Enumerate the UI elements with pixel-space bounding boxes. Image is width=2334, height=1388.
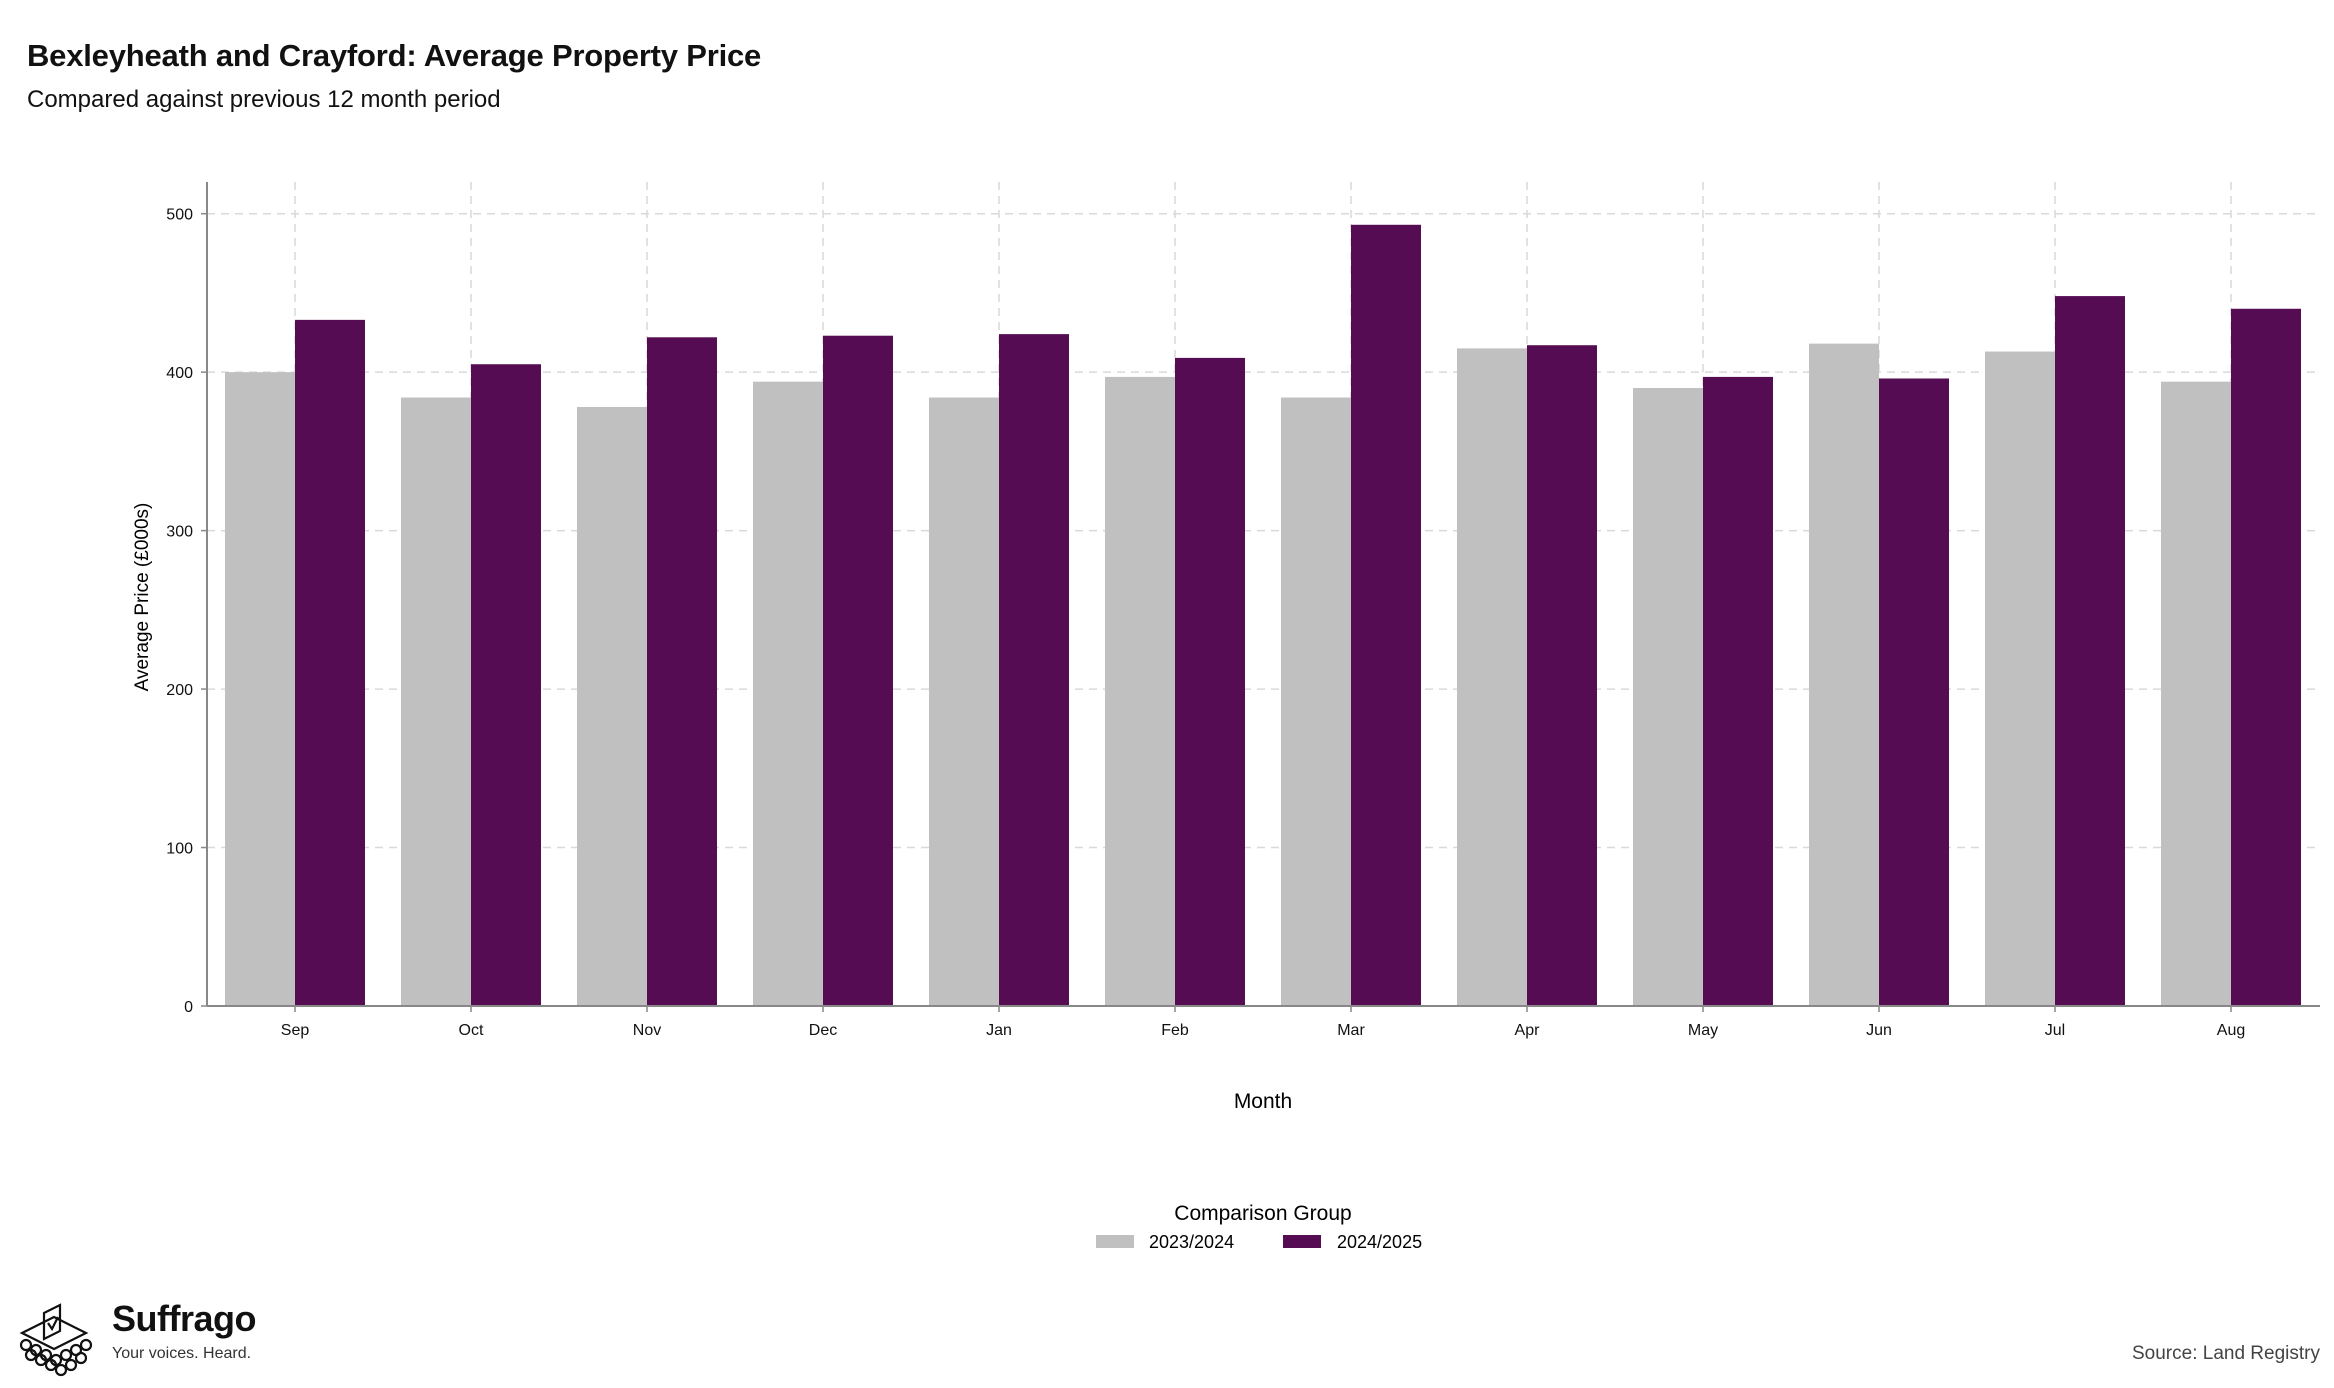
bar-2023-2024-nov	[577, 407, 647, 1006]
y-tick-label: 0	[184, 999, 193, 1016]
x-tick-label: May	[1688, 1022, 1718, 1039]
y-tick-label: 200	[166, 682, 193, 699]
y-tick-label: 500	[166, 207, 193, 224]
legend-swatch-2024-2025	[1283, 1235, 1321, 1248]
ballot-box-logo-icon	[19, 1303, 93, 1377]
bar-2024-2025-mar	[1351, 224, 1421, 1007]
bar-2024-2025-apr	[1527, 345, 1597, 1006]
bar-2023-2024-sep	[225, 372, 295, 1007]
x-tick-label: Nov	[633, 1022, 661, 1039]
bar-2024-2025-dec	[823, 335, 893, 1006]
x-tick-label: Dec	[809, 1022, 837, 1039]
bar-2024-2025-jul	[2055, 296, 2125, 1007]
bar-chart: 0 100 200 300 400 500 Sep Oct Nov Dec Jan Feb Mar Ap…	[132, 182, 2320, 1252]
chart-subtitle: Compared against previous 12 month perio…	[27, 86, 501, 113]
legend-label-2023-2024: 2023/2024	[1149, 1232, 1234, 1252]
x-tick-label: Apr	[1515, 1022, 1541, 1039]
legend-title: Comparison Group	[1174, 1202, 1351, 1225]
bar-2024-2025-oct	[471, 364, 541, 1006]
bar-2023-2024-dec	[753, 381, 823, 1007]
x-tick-label: Jan	[986, 1022, 1012, 1039]
brand-tagline: Your voices. Heard.	[112, 1345, 252, 1362]
bar-2023-2024-aug	[2161, 381, 2231, 1007]
x-tick-label: Oct	[459, 1022, 484, 1039]
bar-2023-2024-feb	[1105, 376, 1175, 1006]
chart-title: Bexleyheath and Crayford: Average Proper…	[27, 38, 762, 73]
legend: Comparison Group 2023/2024 2024/2025	[1096, 1202, 1422, 1252]
bar-2024-2025-aug	[2231, 308, 2301, 1006]
legend-swatch-2023-2024	[1096, 1235, 1134, 1248]
bar-2024-2025-sep	[295, 319, 365, 1006]
x-tick-label: Jun	[1866, 1022, 1892, 1039]
bar-2023-2024-jul	[1985, 351, 2055, 1006]
bar-2023-2024-mar	[1281, 397, 1351, 1006]
y-axis-label: Average Price (£000s)	[132, 503, 153, 692]
x-axis-label: Month	[1234, 1090, 1292, 1113]
bar-2023-2024-oct	[401, 397, 471, 1006]
axes	[206, 182, 2320, 1007]
bar-2024-2025-may	[1703, 376, 1773, 1006]
x-tick-label: Jul	[2045, 1022, 2065, 1039]
legend-label-2024-2025: 2024/2025	[1337, 1232, 1422, 1252]
bar-2024-2025-jun	[1879, 378, 1949, 1006]
x-tick-label: Mar	[1337, 1022, 1365, 1039]
bar-2023-2024-apr	[1457, 348, 1527, 1006]
y-tick-label: 300	[166, 524, 193, 541]
brand-name: Suffrago	[112, 1298, 257, 1339]
bar-2023-2024-jan	[929, 397, 999, 1006]
bar-2024-2025-feb	[1175, 357, 1245, 1006]
y-tick-label: 400	[166, 365, 193, 382]
x-tick-labels: Sep Oct Nov Dec Jan Feb Mar Apr May Jun Jul Aug	[281, 1006, 2245, 1039]
y-tick-labels: 0 100 200 300 400 500	[166, 207, 207, 1016]
source-note: Source: Land Registry	[2132, 1343, 2320, 1364]
bar-2023-2024-may	[1633, 388, 1703, 1006]
y-tick-label: 100	[166, 841, 193, 858]
x-tick-label: Aug	[2217, 1022, 2245, 1039]
bar-2024-2025-jan	[999, 334, 1069, 1007]
x-tick-label: Sep	[281, 1022, 310, 1039]
bar-2023-2024-jun	[1809, 343, 1879, 1007]
bars-group	[225, 224, 2301, 1007]
x-tick-label: Feb	[1161, 1022, 1189, 1039]
bar-2024-2025-nov	[647, 337, 717, 1006]
